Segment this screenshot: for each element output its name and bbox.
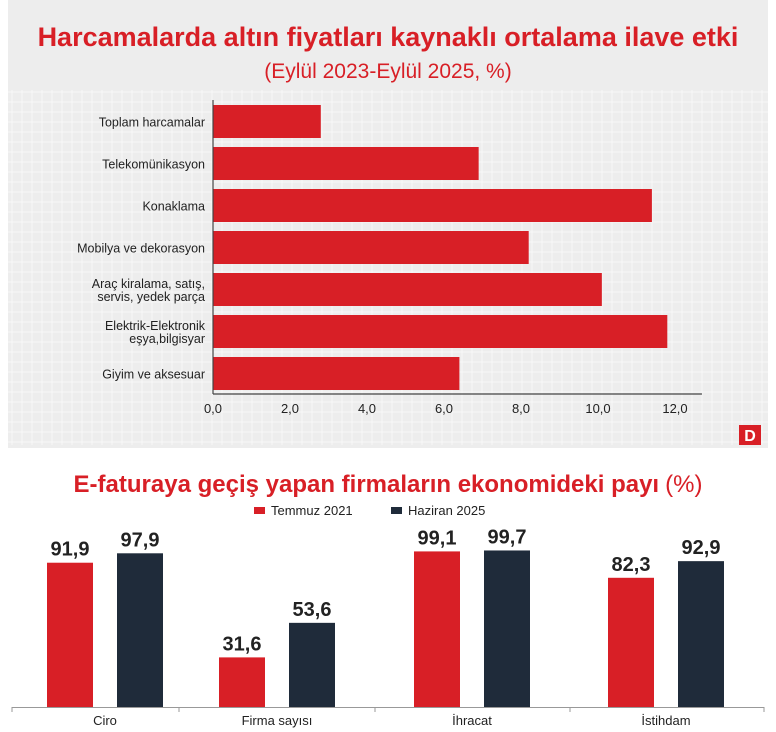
category-label: İstihdam [641,713,690,728]
category-label: servis, yedek parça [97,290,205,304]
x-tick-label: 8,0 [512,401,530,416]
bar [289,622,335,707]
data-label: 99,7 [488,526,527,548]
legend-swatch-temmuz-2021 [254,507,265,514]
chart2-title-unit: (%) [665,471,702,498]
x-tick-label: 2,0 [281,401,299,416]
chart1: Toplam harcamalar Telekomünikasyon Konakla… [77,100,702,416]
data-label: 31,6 [223,633,262,655]
bar [484,550,530,707]
category-label: Giyim ve aksesuar [102,368,205,382]
x-tick-label: 12,0 [662,401,687,416]
category-label: Araç kiralama, satış, [92,277,205,291]
category-label: Elektrik-Elektronik [105,319,206,333]
category-label: Mobilya ve dekorasyon [77,242,205,256]
category-label: eşya,bilgisyar [129,332,205,346]
bar [219,657,265,707]
bar [213,105,321,138]
bar [213,189,652,222]
bar [47,562,93,707]
data-label: 91,9 [51,539,90,561]
chart2: 91,9 31,6 99,1 82,3 97,9 53,6 99,7 92,9 Ciro Firm… [11,526,765,728]
legend-swatch-haziran-2025 [391,507,402,514]
bar [213,147,479,180]
legend-label-haziran-2025: Haziran 2025 [408,503,485,518]
chart2-title-main: E-faturaya geçiş yapan firmaların ekonom… [74,471,660,498]
category-label: Ciro [93,713,117,728]
bar [213,231,529,264]
logo-text: D [744,428,756,445]
bar [608,577,654,707]
bar [678,561,724,707]
data-label: 97,9 [121,529,160,551]
category-label: İhracat [452,713,492,728]
legend: Temmuz 2021 Haziran 2025 [254,503,485,518]
bar [213,273,602,306]
category-label: Telekomünikasyon [102,158,205,172]
data-label: 99,1 [418,527,457,549]
category-label: Konaklama [142,200,205,214]
category-label: Firma sayısı [242,713,313,728]
legend-label-temmuz-2021: Temmuz 2021 [271,503,353,518]
x-tick-label: 4,0 [358,401,376,416]
data-label: 92,9 [682,537,721,559]
x-tick-label: 6,0 [435,401,453,416]
chart1-title: Harcamalarda altın fiyatları kaynaklı or… [38,22,739,52]
logo: D [739,425,761,445]
data-label: 53,6 [293,599,332,621]
category-label: Toplam harcamalar [99,116,205,130]
x-tick-label: 10,0 [585,401,610,416]
x-tick-label: 0,0 [204,401,222,416]
data-label: 82,3 [612,554,651,576]
chart2-title: E-faturaya geçiş yapan firmaların ekonom… [74,471,703,498]
chart1-subtitle: (Eylül 2023-Eylül 2025, %) [264,60,511,83]
bar [117,553,163,707]
bar [213,315,668,348]
bar [213,357,460,390]
bar [414,551,460,707]
